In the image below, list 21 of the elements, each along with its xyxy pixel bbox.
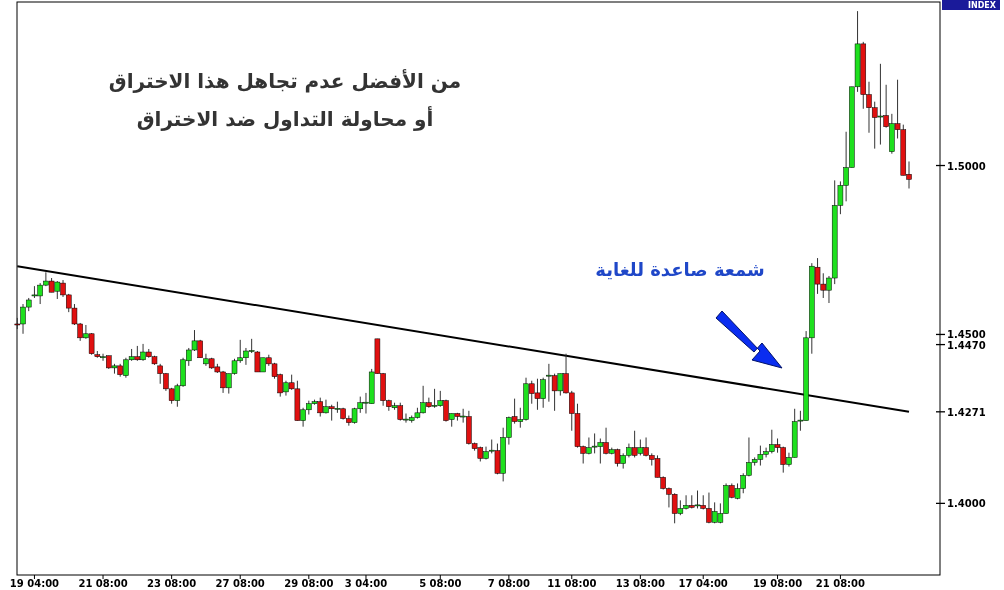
x-tick-label: 7 08:00 [487,578,531,589]
x-tick-label: 19 04:00 [9,578,60,589]
y-tick-label: 1.5000 [947,160,986,172]
x-tick-label: 27 08:00 [215,578,265,589]
x-tick-label: 21 08:00 [815,578,866,589]
x-tick-label: 17 04:00 [678,578,728,589]
x-tick-label: 21 08:00 [78,578,128,589]
x-tick-label: 23 08:00 [147,578,197,589]
y-tick-label: 1.4470 [947,339,986,351]
x-tick-label: 3 04:00 [344,578,388,589]
annotation: شمعة صاعدة للغاية [595,259,765,280]
x-tick-label: 29 08:00 [284,578,334,589]
x-tick-label: 13 08:00 [615,578,665,589]
annotation: من الأفضل عدم تجاهل هذا الاختراق أو محاولة التداول ضد الاختراق [108,68,462,131]
x-tick-label: 5 08:00 [419,578,462,589]
y-tick-label: 1.4271 [947,406,986,418]
y-tick-label: 1.4000 [947,498,986,510]
x-tick-label: 19 08:00 [752,578,803,589]
y-tick-label: 1.4500 [947,329,986,341]
text: INDEX [968,1,997,10]
x-tick-label: 11 08:00 [547,578,597,589]
